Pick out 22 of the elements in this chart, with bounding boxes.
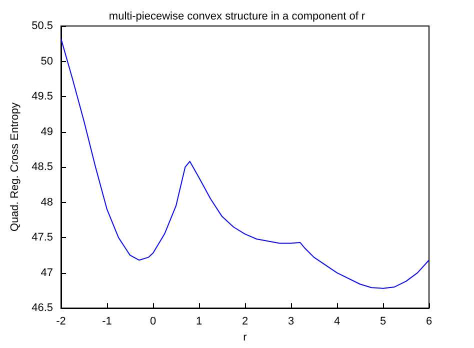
y-tick-label: 50.5 [32, 20, 53, 32]
x-axis-title: r [243, 332, 248, 344]
x-tick-label: -1 [102, 316, 112, 328]
y-tick-label: 47 [40, 266, 53, 279]
y-tick-label: 49.5 [32, 90, 53, 103]
y-tick-label: 49 [40, 126, 53, 138]
y-tick-label: 48 [40, 196, 53, 208]
x-tick-label: 6 [426, 316, 432, 328]
y-tick-label: 46.5 [32, 302, 53, 314]
x-tick-label: 1 [196, 316, 202, 328]
y-axis-title: Quad. Reg. Cross Entropy [9, 102, 22, 232]
x-tick-label: 0 [150, 316, 156, 328]
x-tick-label: 3 [288, 316, 294, 328]
y-tick-label: 47.5 [32, 232, 53, 244]
x-tick-label: -2 [56, 316, 66, 328]
y-tick-label: 48.5 [32, 161, 53, 174]
x-tick-label: 2 [242, 316, 248, 328]
line-series [60, 38, 430, 289]
x-tick-label: 4 [334, 316, 340, 328]
y-tick-label: 50 [40, 55, 53, 68]
chart-title: multi-piecewise convex structure in a component of r [108, 10, 366, 22]
x-tick-label: 5 [380, 316, 386, 328]
